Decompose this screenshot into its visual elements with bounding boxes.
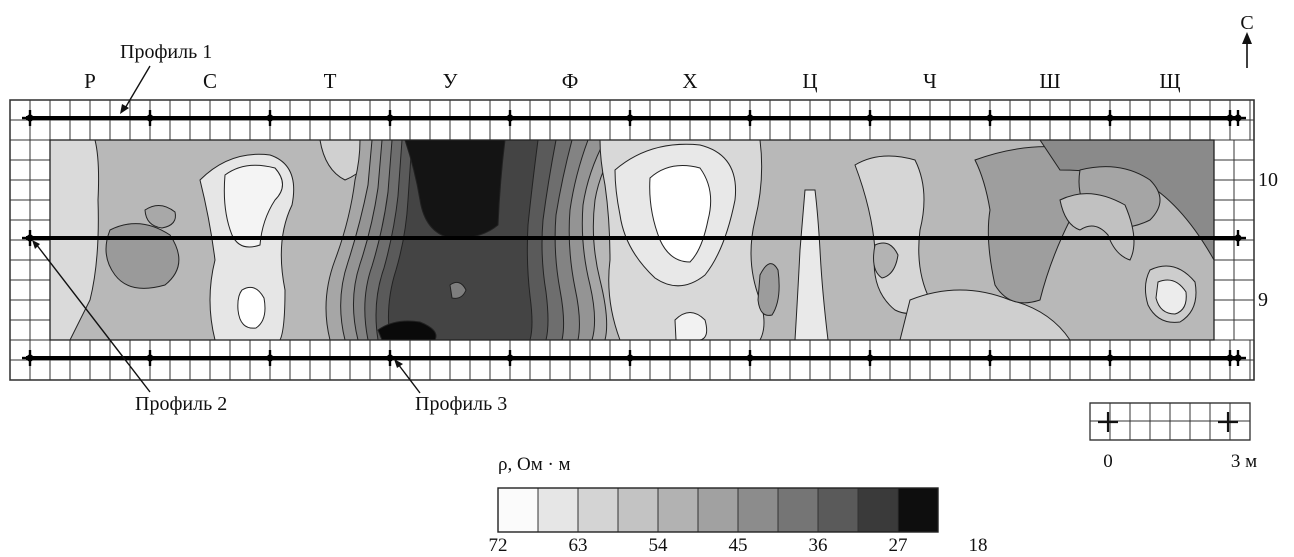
profile-label-1: Профиль 1 [120,41,212,63]
scale-start-label: 0 [1103,451,1113,472]
north-label: С [1240,12,1253,34]
legend-tick: 63 [569,535,588,556]
column-label: Х [682,69,697,93]
legend-swatch [897,487,939,533]
column-label: Ч [923,69,937,93]
legend-swatch [497,487,539,533]
north-arrow: С [1240,12,1254,68]
profile-label-2: Профиль 2 [135,393,227,415]
profile-callouts: Профиль 1 Профиль 2 Профиль 3 [32,41,507,415]
legend-color-scale [497,487,939,533]
grid-markers [22,110,1246,366]
legend-swatch [657,487,699,533]
legend-tick: 54 [649,535,669,556]
row-label: 9 [1258,289,1268,311]
legend-swatch [537,487,579,533]
legend-tick: 18 [969,535,988,556]
legend-tick: 27 [889,535,908,556]
legend-ticks: 72 63 54 45 36 27 18 [489,535,988,556]
scale-end-label: 3 м [1231,451,1257,472]
row-label: 10 [1258,169,1278,191]
column-label: Р [84,69,96,93]
legend-swatch [737,487,779,533]
legend-tick: 45 [729,535,748,556]
column-label: С [203,69,217,93]
legend-title: ρ, Ом · м [498,454,571,475]
column-label: Щ [1159,69,1180,93]
column-label: Т [324,69,337,93]
legend-swatch [697,487,739,533]
column-label: Ф [562,69,579,93]
column-label: У [443,69,458,93]
legend-tick: 72 [489,535,508,556]
scale-bar: 0 3 м [1089,402,1257,472]
legend-swatch [857,487,899,533]
legend-swatch [817,487,859,533]
column-label: Ш [1039,69,1060,93]
legend-swatch [577,487,619,533]
legend-swatch [777,487,819,533]
column-labels: Р С Т У Ф Х Ц Ч Ш Щ [84,69,1180,93]
profile-label-3: Профиль 3 [415,393,507,415]
legend-tick: 36 [809,535,828,556]
resistivity-legend: ρ, Ом · м 72 63 54 45 36 27 18 [489,454,988,556]
legend-swatch [617,487,659,533]
column-label: Ц [802,69,817,93]
